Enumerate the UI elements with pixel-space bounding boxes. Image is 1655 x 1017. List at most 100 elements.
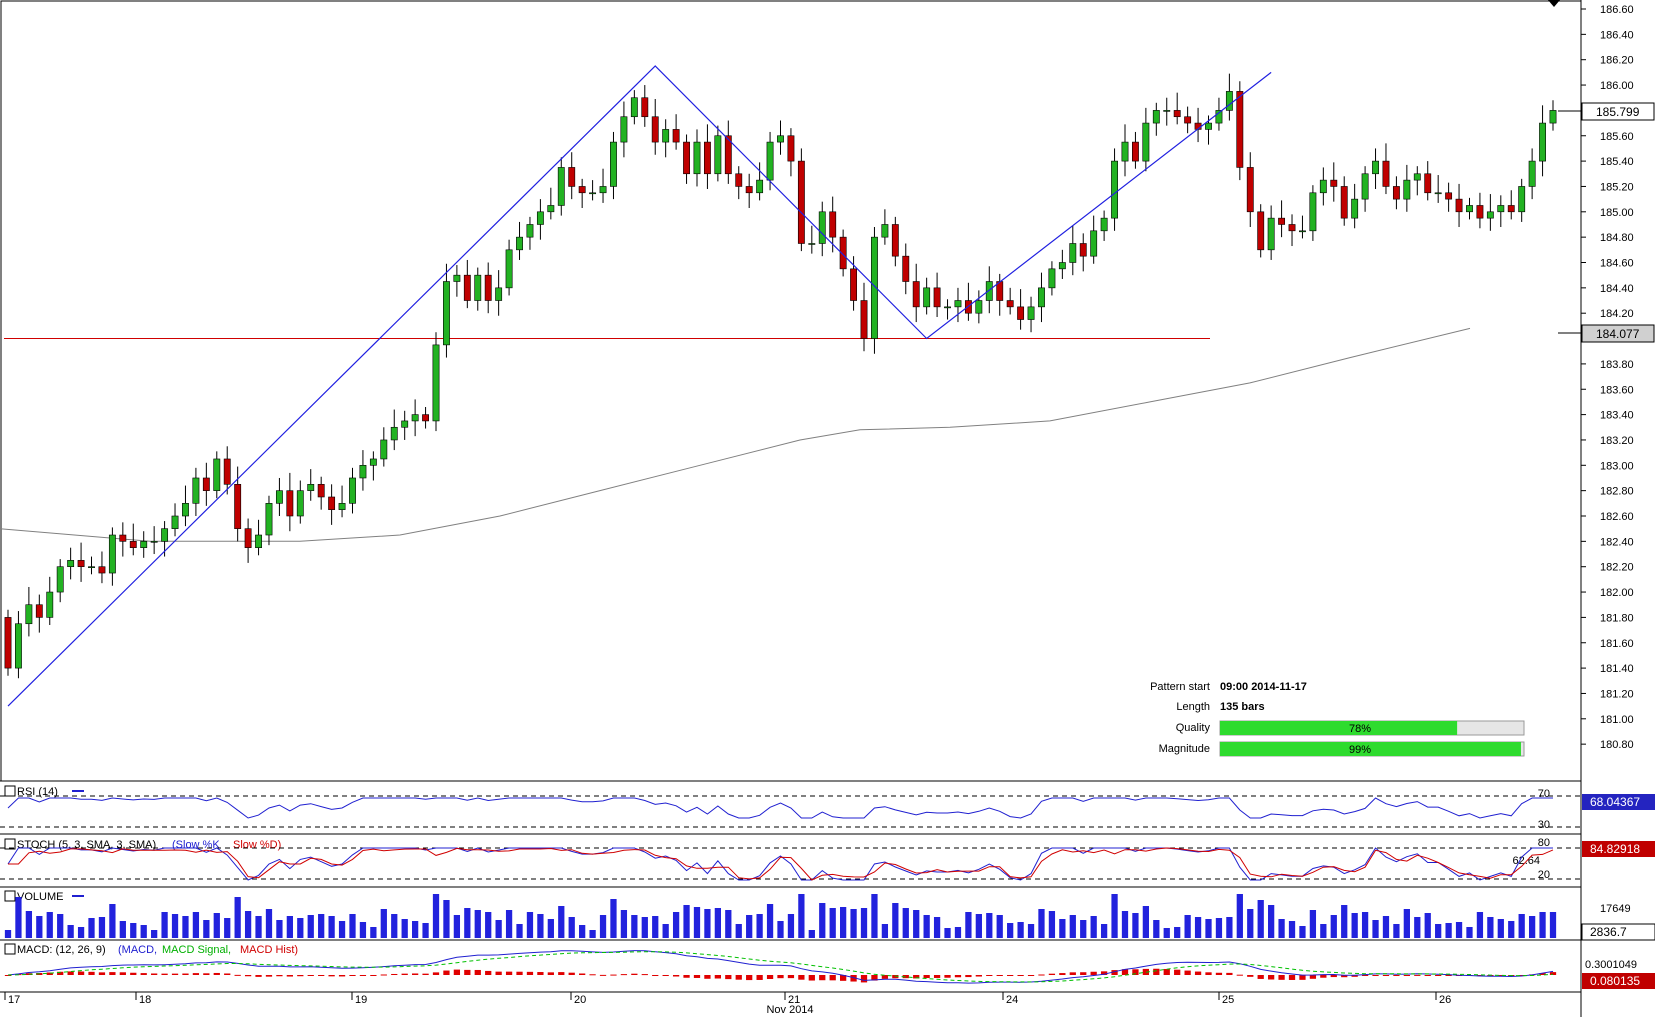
candle — [1382, 143, 1390, 195]
macd-hist-bar — [1435, 975, 1442, 976]
macd-hist-bar — [526, 971, 534, 975]
volume-bar — [391, 914, 398, 938]
macd-hist-bar — [151, 973, 158, 975]
macd-hist-bar — [652, 975, 659, 976]
volume-bar — [558, 906, 565, 938]
macd-line — [7, 950, 1554, 984]
volume-bar — [140, 925, 147, 938]
candle — [46, 576, 54, 626]
volume-close-icon[interactable] — [4, 890, 16, 902]
volume-bar — [662, 924, 669, 938]
volume-bar — [1299, 926, 1306, 938]
rsi-close-icon[interactable] — [4, 785, 16, 797]
x-tick-label: 18 — [139, 994, 151, 1006]
x-tick-label: 20 — [574, 994, 586, 1006]
macd-hist-bar — [1372, 975, 1379, 976]
volume-bar — [130, 923, 137, 938]
volume-bar — [1007, 923, 1014, 938]
macd-hist-bar — [944, 975, 951, 978]
candle — [589, 180, 597, 201]
macd-hist-bar — [46, 972, 53, 975]
macd-hist-bar — [547, 972, 554, 975]
candle — [1549, 100, 1557, 131]
candle — [390, 409, 398, 451]
volume-bar — [401, 919, 408, 938]
candle — [1236, 81, 1244, 181]
volume-bar — [892, 903, 899, 938]
macd-hist-bar — [453, 969, 461, 975]
magnitude-bar-fill — [1220, 742, 1521, 756]
candle — [307, 469, 315, 501]
macd-hist-bar — [599, 974, 607, 976]
candle — [1424, 161, 1432, 201]
macd-hist-bar — [318, 975, 325, 977]
volume-bar — [276, 920, 283, 938]
macd-hist-bar — [892, 975, 899, 979]
x-tick-label: 21 — [788, 994, 800, 1006]
volume-bar — [98, 917, 106, 938]
candle — [88, 556, 95, 575]
candle — [1445, 182, 1453, 212]
candle — [171, 503, 179, 537]
volume-bar — [1236, 894, 1243, 938]
candle — [1330, 162, 1338, 202]
macd-close-icon[interactable] — [4, 943, 16, 955]
volume-bar — [933, 917, 941, 938]
macd-hist-bar — [933, 975, 941, 978]
candle — [1257, 204, 1265, 258]
volume-bar — [1528, 916, 1536, 938]
volume-bar — [171, 914, 179, 938]
volume-bar — [808, 930, 815, 938]
candle — [1278, 200, 1286, 238]
macd-hist-bar — [161, 973, 168, 975]
volume-bar — [161, 912, 168, 938]
volume-bar — [4, 930, 12, 938]
candle — [1299, 215, 1306, 239]
macd-hist-bar — [996, 975, 1003, 976]
y-tick-label: 185.00 — [1600, 207, 1634, 219]
macd-hist-bar — [610, 974, 617, 976]
volume-bar — [1424, 913, 1431, 938]
volume-bar — [1539, 912, 1546, 938]
candle — [526, 216, 534, 250]
macd-hist-bar — [443, 970, 450, 975]
y-tick-label: 184.80 — [1600, 232, 1634, 244]
rsi-value-box — [1582, 794, 1655, 810]
candle — [777, 120, 784, 155]
candle — [745, 173, 753, 208]
macd-hist-bar — [1132, 969, 1139, 975]
stoch-close-icon[interactable] — [4, 838, 16, 850]
y-tick-label: 181.60 — [1600, 638, 1634, 650]
macd-hist-bar — [1320, 975, 1327, 978]
volume-bar — [286, 916, 293, 938]
volume-bar — [1508, 921, 1515, 938]
macd-hist-bar — [130, 972, 137, 975]
quality-value: 78% — [1349, 723, 1371, 735]
macd-hist-bar — [579, 973, 586, 975]
quality-bar-fill — [1220, 721, 1458, 735]
macd-hist-bar — [98, 972, 106, 975]
volume-bar — [1174, 927, 1181, 938]
y-tick-label: 183.00 — [1600, 460, 1634, 472]
macd-hist-bar — [787, 975, 795, 979]
macd-hist-bar — [1121, 969, 1129, 975]
volume-bar — [1549, 912, 1557, 938]
scroll-marker-icon[interactable] — [1548, 0, 1560, 7]
volume-bar — [1414, 917, 1421, 938]
volume-bar — [819, 903, 826, 938]
y-tick-label: 185.60 — [1600, 131, 1634, 143]
candle — [484, 262, 492, 314]
candle — [411, 399, 419, 437]
volume-bar — [1226, 917, 1233, 938]
volume-bar — [777, 921, 784, 938]
volume-bar — [1466, 927, 1473, 938]
macd-hist-bar — [965, 975, 972, 978]
volume-bar — [693, 907, 701, 938]
volume-bar — [370, 927, 377, 938]
volume-bar — [1090, 916, 1097, 938]
volume-bar — [1215, 918, 1223, 938]
candle — [244, 518, 252, 563]
candle — [1351, 183, 1359, 229]
macd-hist-bar — [1549, 972, 1557, 975]
volume-bar — [297, 918, 304, 938]
